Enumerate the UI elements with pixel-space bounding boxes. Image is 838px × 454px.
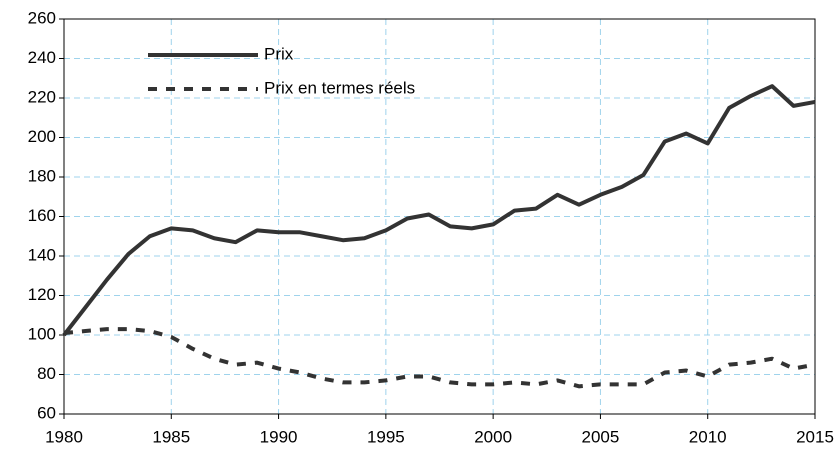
series-line [63, 327, 816, 389]
y-tick-label: 100 [28, 324, 56, 343]
x-tick-label: 1985 [152, 427, 190, 446]
x-tick-label: 2000 [474, 427, 512, 446]
legend-label: Prix [264, 44, 294, 63]
x-tick-label: 1995 [367, 427, 405, 446]
y-tick-label: 60 [37, 403, 56, 422]
x-tick-label: 2010 [689, 427, 727, 446]
x-tick-label: 1980 [45, 427, 83, 446]
plot-frame [63, 18, 816, 415]
x-tick-label: 1990 [260, 427, 298, 446]
y-tick-label: 120 [28, 285, 56, 304]
y-tick-label: 180 [28, 166, 56, 185]
x-tick-label: 2015 [796, 427, 834, 446]
legend-label: Prix en termes réels [264, 78, 415, 97]
y-tick-label: 80 [37, 364, 56, 383]
y-tick-label: 220 [28, 87, 56, 106]
y-tick-label: 260 [28, 8, 56, 27]
series-line [62, 84, 816, 337]
y-tick-label: 240 [28, 48, 56, 67]
x-tick-label: 2005 [582, 427, 620, 446]
y-tick-label: 140 [28, 245, 56, 264]
y-tick-label: 160 [28, 206, 56, 225]
y-tick-label: 200 [28, 127, 56, 146]
